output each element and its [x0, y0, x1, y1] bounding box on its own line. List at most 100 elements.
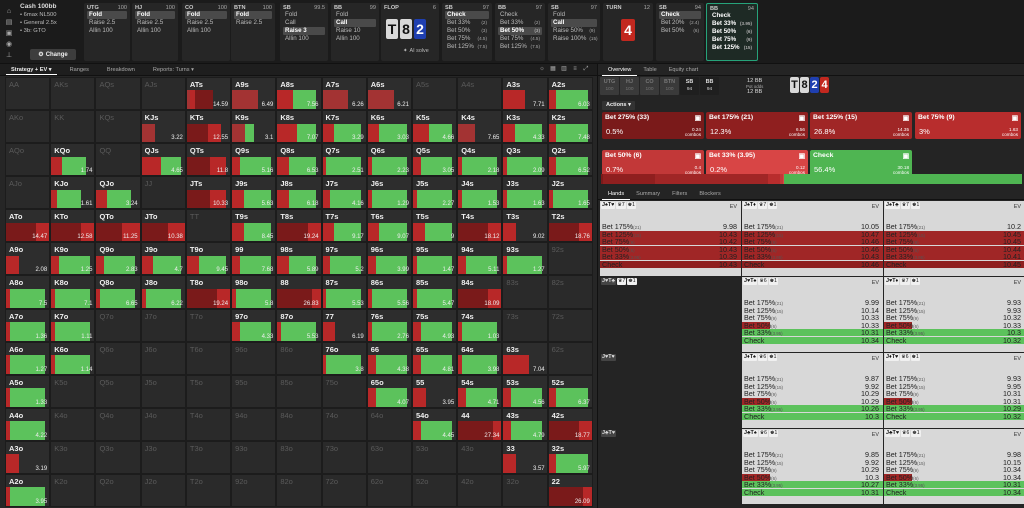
history-btn[interactable]: BTN 100 — [660, 77, 679, 95]
copy-icon[interactable]: ▣ — [1011, 115, 1018, 122]
tab-ranges[interactable]: Ranges — [65, 65, 94, 75]
hand-cell[interactable]: K6s 3.03 — [366, 110, 412, 144]
position-sb[interactable]: SB 97 Check Bet 33% (2) Bet 50% (3) Bet 75% (4.5… — [442, 3, 492, 61]
hand-cell[interactable]: Q6s 2.23 — [366, 143, 412, 177]
hand-cell[interactable]: A6o 1.27 — [5, 341, 51, 375]
action-item[interactable]: Bet 33% (2) — [445, 19, 489, 27]
hand-cell[interactable]: A7o 1.36 — [5, 308, 51, 342]
hand-cell[interactable]: 77 6.19 — [321, 308, 367, 342]
book-icon[interactable]: ▤ — [5, 19, 13, 26]
hand-cell[interactable]: T6s 9.07 — [366, 209, 412, 243]
copy-icon[interactable]: ▣ — [694, 153, 701, 160]
hand-cell[interactable]: KTs 12.55 — [185, 110, 232, 144]
hand-cell[interactable]: KQo 1.74 — [50, 143, 96, 177]
hand-cell[interactable]: 74s 1.03 — [457, 308, 503, 342]
hand-cell[interactable]: A7s 6.26 — [321, 77, 367, 111]
action-item[interactable]: Allin 100 — [334, 35, 376, 43]
hand-combo[interactable]: J♥T♠ ♛6 ♚1 EV Bet 175%(21) 9.99 Bet 125%(15) 10… — [742, 277, 883, 352]
hand-cell[interactable]: 82s — [547, 275, 593, 309]
hand-cell[interactable]: J8o 6.22 — [140, 275, 186, 309]
hand-cell[interactable]: 53o — [411, 440, 458, 474]
strategy-bet-50-6-[interactable]: Bet 50% (6) ▣ 0.7% 0.4 combos — [602, 150, 704, 177]
action-item[interactable]: Bet 50% (3) — [445, 27, 489, 35]
hand-cell[interactable]: 98o 5.8 — [231, 275, 277, 309]
hand-cell[interactable]: 76o 3.8 — [321, 341, 367, 375]
hand-cell[interactable]: 94o — [231, 407, 277, 441]
hand-cell[interactable]: A2o 3.95 — [5, 473, 51, 508]
hand-cell[interactable]: A6s 6.21 — [366, 77, 412, 111]
strategy-bet-275-33-[interactable]: Bet 275% (33) ▣ 0.5% 0.24 combos — [602, 112, 704, 139]
action-item[interactable]: Bet 50% (6) — [710, 28, 754, 36]
strategy-bet-175-21-[interactable]: Bet 175% (21) ▣ 12.3% 6.56 combos — [706, 112, 808, 139]
hand-cell[interactable]: 87s 5.53 — [321, 275, 367, 309]
street-flop[interactable]: FLOP 6 T 8 2 — [381, 3, 439, 61]
hand-cell[interactable]: 65o 4.07 — [366, 374, 412, 408]
hand-cell[interactable]: JTo 10.38 — [140, 209, 186, 243]
hand-cell[interactable]: 54o 4.45 — [411, 407, 458, 441]
hand-cell[interactable]: QQ — [95, 143, 141, 177]
position-btn[interactable]: BTN 100 Fold Raise 2.5 — [231, 3, 275, 61]
hand-cell[interactable]: 97o 4.33 — [231, 308, 277, 342]
copy-icon[interactable]: ▣ — [902, 115, 909, 122]
hand-cell[interactable]: T3o — [185, 440, 232, 474]
hand-cell[interactable]: A4s — [457, 77, 503, 111]
hand-cell[interactable]: KQs — [95, 110, 141, 144]
hand-cell[interactable]: 62o — [366, 473, 412, 508]
action-item[interactable]: Raise 100% (15) — [551, 35, 598, 43]
position-sb[interactable]: SB 99.5 Fold Call Raise 3 Allin 100 — [280, 3, 328, 61]
hand-cell[interactable]: ATo 14.47 — [5, 209, 51, 243]
action-item[interactable]: Bet 75% (9) — [710, 36, 754, 44]
hand-cell[interactable]: 82o — [276, 473, 322, 508]
action-item[interactable]: Bet 75% (4.5) — [498, 35, 542, 43]
hand-cell[interactable]: J5o — [140, 374, 186, 408]
hand-cell[interactable]: T6o — [185, 341, 232, 375]
action-item[interactable]: Raise 10 — [334, 27, 376, 35]
action-item[interactable]: Check — [659, 11, 701, 19]
hand-combo[interactable]: J♥T♦ ♛7 ♚1 EV Bet 175%(21) 9.93 Bet 125%(15) 9.… — [884, 277, 1024, 352]
hand-cell[interactable]: 62s — [547, 341, 593, 375]
hand-cell[interactable]: T4s 18.12 — [457, 209, 503, 243]
actions-dropdown[interactable]: Actions ▾ — [602, 101, 635, 110]
hand-combo[interactable]: J♠T♦ ♛7 ♚1 EV Bet 175%(21) 10.05 Bet 125%(15) 1… — [742, 201, 883, 276]
hand-cell[interactable]: Q3s 2.09 — [502, 143, 548, 177]
hand-cell[interactable]: Q3o — [95, 440, 141, 474]
grid-2-icon[interactable]: ▥ — [561, 66, 567, 72]
street-turn[interactable]: TURN 12 4 — [603, 3, 653, 61]
history-bb[interactable]: BB 94 — [700, 77, 719, 95]
hand-cell[interactable]: J7s 4.16 — [321, 176, 367, 210]
home-icon[interactable]: ⌂ — [6, 7, 12, 15]
action-item[interactable]: Check — [498, 11, 542, 19]
action-item[interactable]: Raise 2.5 — [135, 19, 175, 27]
hand-cell[interactable]: QJo 3.24 — [95, 176, 141, 210]
copy-icon[interactable]: ▣ — [902, 153, 909, 160]
action-item[interactable]: Bet 125% (15) — [710, 44, 754, 52]
tab-hands[interactable]: Hands — [602, 189, 631, 200]
hand-cell[interactable]: 54s 4.71 — [457, 374, 503, 408]
hand-cell[interactable]: 94s 5.11 — [457, 242, 503, 276]
action-item[interactable]: Bet 50% (6) — [659, 27, 701, 35]
strategy-bet-75-9-[interactable]: Bet 75% (9) ▣ 3% 1.63 combos — [915, 112, 1021, 139]
hand-cell[interactable]: 93s 1.27 — [502, 242, 548, 276]
hand-cell[interactable]: J3s 1.63 — [502, 176, 548, 210]
position-sb[interactable]: SB 97 Fold Call Raise 50% (9) Raise 100% (15) — [548, 3, 600, 61]
hand-combo[interactable]: J♠T♥ ♛7 ♚1 EV Bet 175%(21) 9.98 Bet 125%(15) 10… — [600, 201, 741, 276]
action-item[interactable]: Call — [283, 19, 325, 27]
hand-cell[interactable]: T9s 8.45 — [231, 209, 277, 243]
hand-cell[interactable]: 93o — [231, 440, 277, 474]
grid-4-icon[interactable]: ▦ — [550, 66, 556, 72]
hand-cell[interactable]: A5s — [411, 77, 458, 111]
hand-cell[interactable]: 42o — [457, 473, 503, 508]
hand-cell[interactable]: 97s 5.2 — [321, 242, 367, 276]
hand-cell[interactable]: A3s 7.71 — [502, 77, 548, 111]
hand-cell[interactable]: Q6o — [95, 341, 141, 375]
hand-cell[interactable]: 87o 5.53 — [276, 308, 322, 342]
hand-cell[interactable]: 84s 18.09 — [457, 275, 503, 309]
hand-cell[interactable]: 98s 5.89 — [276, 242, 322, 276]
action-item[interactable]: Raise 50% (9) — [551, 27, 597, 35]
hand-cell[interactable]: 44 27.34 — [457, 407, 503, 441]
hand-cell[interactable]: KJs 3.22 — [140, 110, 186, 144]
action-item[interactable]: Check — [445, 11, 489, 19]
hand-cell[interactable]: T5s 9 — [411, 209, 458, 243]
hand-cell[interactable]: 99 7.68 — [231, 242, 277, 276]
hand-cell[interactable]: J7o — [140, 308, 186, 342]
